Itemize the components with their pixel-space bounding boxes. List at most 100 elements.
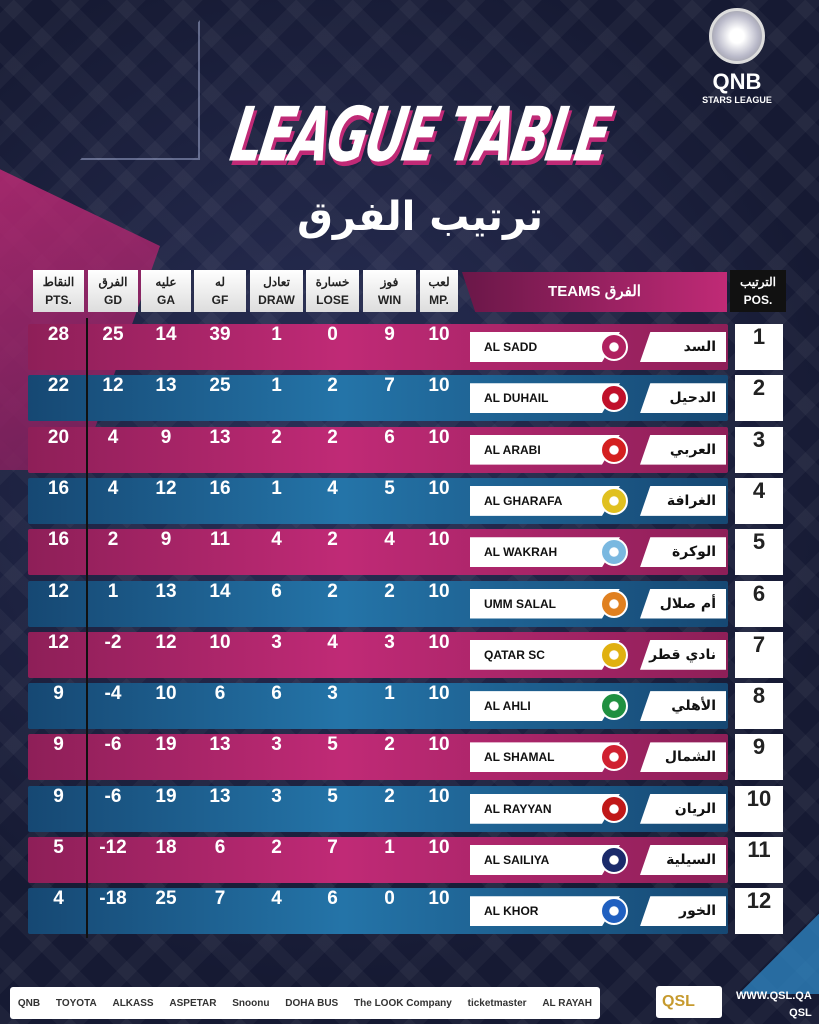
cell-ga: 13	[155, 580, 177, 602]
cell-mp: 10	[428, 785, 450, 807]
table-row: 22 12 13 25 1 2 7 10 AL DUHAIL الدحيل	[28, 375, 728, 422]
cell-pts: 20	[47, 426, 70, 448]
header-mp: لعب MP.	[420, 270, 458, 312]
table-row: 28 25 14 39 1 0 9 10 AL SADD السد	[28, 324, 728, 370]
table-row: 16 4 12 16 1 4 5 10 AL GHARAFA الغرافة	[28, 477, 728, 524]
position-cell: 8	[735, 683, 783, 730]
team-name-ar: الأهلي	[640, 691, 726, 722]
header-gd-ar: الفرق	[98, 275, 128, 289]
cell-mp: 10	[428, 426, 450, 448]
cell-gf: 14	[209, 580, 231, 602]
team-crest-icon	[600, 384, 628, 413]
team-name-en: AL KHOR	[470, 896, 620, 927]
header-gd-en: GD	[104, 293, 122, 307]
page-subtitle: ترتيب الفرق	[297, 194, 543, 240]
cell-lose: 4	[327, 477, 338, 499]
team-name-ar: السد	[640, 332, 726, 362]
cell-gd: 4	[107, 477, 119, 499]
team-name-en: AL SADD	[470, 332, 620, 362]
cell-win: 2	[384, 580, 395, 602]
sponsor-logo: DOHA BUS	[285, 997, 339, 1009]
header-teams: TEAMS الفرق	[462, 272, 727, 312]
cell-lose: 2	[327, 375, 338, 397]
qsl-logo: QSL	[656, 986, 722, 1018]
cell-draw: 1	[271, 324, 282, 345]
cell-lose: 3	[327, 683, 338, 705]
cell-ga: 19	[155, 785, 177, 807]
header-gf-ar: له	[214, 275, 226, 289]
header-pts-ar: النقاط	[42, 275, 75, 289]
header-pos: الترتيب POS.	[730, 270, 786, 312]
cell-gd: -18	[99, 888, 127, 910]
cell-draw: 6	[271, 580, 282, 602]
team-name-en: AL GHARAFA	[470, 485, 620, 516]
sponsor-logo: ASPETAR	[169, 997, 217, 1009]
cell-lose: 0	[327, 324, 338, 345]
cell-win: 6	[384, 426, 395, 448]
sponsor-logo: ticketmaster	[467, 997, 527, 1009]
cell-lose: 6	[327, 888, 338, 910]
cell-lose: 5	[327, 785, 338, 807]
header-win-en: WIN	[377, 293, 402, 307]
position-cell: 1	[735, 324, 783, 370]
cell-gd: -4	[104, 683, 122, 705]
team-crest-icon	[600, 846, 628, 874]
cell-gd: 2	[107, 529, 119, 551]
header-draw-ar: تعادل	[263, 275, 290, 289]
table-row: 20 4 9 13 2 2 6 10 AL ARABI العربي	[28, 426, 728, 473]
cell-win: 3	[384, 631, 395, 653]
table-row: 5 -12 18 6 2 7 1 10 AL SAILIYA السيلية	[28, 837, 728, 883]
team-name-ar: العربي	[640, 434, 726, 465]
cell-gd: 12	[102, 375, 124, 397]
cell-gf: 6	[214, 683, 226, 705]
team-name-en: AL WAKRAH	[470, 537, 620, 568]
cell-pts: 28	[47, 324, 70, 345]
cell-win: 9	[384, 324, 395, 345]
team-name-ar: الغرافة	[640, 485, 726, 516]
sponsor-logo: TOYOTA	[55, 997, 97, 1009]
decorative-shape	[80, 20, 200, 160]
cell-lose: 4	[327, 631, 338, 653]
team-crest-icon	[600, 794, 628, 823]
sponsor-logo: The LOOK Company	[354, 997, 452, 1009]
cell-pts: 12	[47, 580, 70, 602]
cell-ga: 9	[160, 529, 172, 551]
cell-gf: 25	[209, 375, 231, 397]
team-name-ar: نادي قطر	[640, 639, 726, 670]
cell-draw: 4	[271, 529, 282, 551]
website-link[interactable]: WWW.QSL.QA	[736, 990, 812, 1002]
table-row: 12 -2 12 10 3 4 3 10 QATAR SC نادي قطر	[28, 631, 728, 678]
cell-pts: 5	[53, 837, 64, 858]
header-mp-en: MP.	[429, 293, 449, 307]
team-crest-icon	[600, 692, 628, 721]
position-cell: 11	[735, 837, 783, 883]
table-row: 9 -6 19 13 3 5 2 10 AL RAYYAN الريان	[28, 785, 728, 832]
page-title: LEAGUE TABLE	[224, 91, 616, 179]
team-name-en: AL AHLI	[470, 691, 620, 722]
header-gf: له GF	[194, 270, 246, 312]
cell-gd: 1	[107, 580, 119, 602]
cell-draw: 3	[271, 785, 282, 807]
cell-mp: 10	[428, 324, 450, 345]
header-lose-ar: خسارة	[315, 275, 350, 289]
position-cell: 12	[735, 888, 783, 935]
cell-mp: 10	[428, 734, 450, 756]
cell-gf: 6	[214, 837, 226, 858]
cell-mp: 10	[428, 631, 450, 653]
social-handle[interactable]: QSL	[789, 1007, 812, 1019]
header-win: فوز WIN	[363, 270, 416, 312]
sponsor-logo: Snoonu	[232, 997, 270, 1009]
cell-draw: 2	[271, 837, 282, 858]
team-name-en: UMM SALAL	[470, 588, 620, 619]
cell-win: 5	[384, 477, 395, 499]
cell-pts: 16	[47, 529, 70, 551]
cell-draw: 1	[271, 375, 282, 397]
header-ga-en: GA	[157, 293, 175, 307]
sponsor-bar: QNB TOYOTA ALKASS ASPETAR Snoonu DOHA BUS The …	[10, 987, 600, 1019]
header-pos-en: POS.	[743, 293, 773, 307]
table-row: 16 2 9 11 4 2 4 10 AL WAKRAH الوكرة	[28, 529, 728, 576]
cell-ga: 10	[155, 683, 177, 705]
cell-gf: 10	[209, 631, 231, 653]
sponsor-logo: QNB	[17, 997, 41, 1009]
team-name-en: AL SHAMAL	[470, 742, 620, 773]
